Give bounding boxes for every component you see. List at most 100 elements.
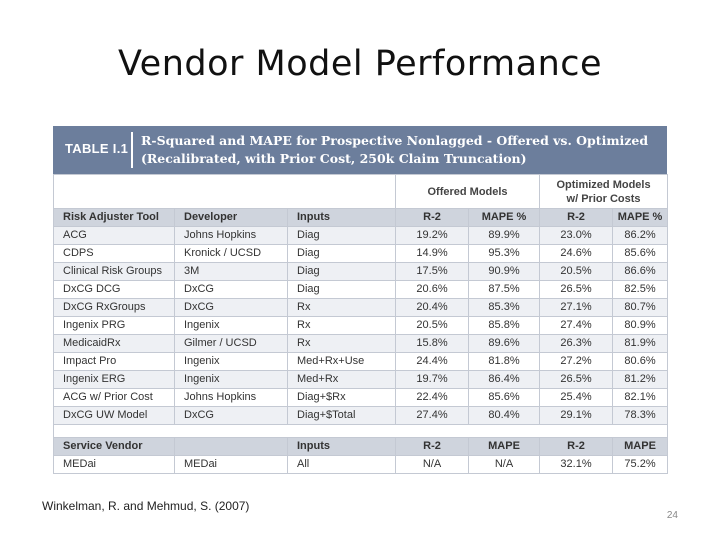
table-cell: 80.6% <box>612 352 669 371</box>
table-cell: 87.5% <box>468 280 541 299</box>
table-cell: 80.9% <box>612 316 669 335</box>
table-cell: 81.2% <box>612 370 669 389</box>
table-row: Clinical Risk Groups 3M Diag 17.5% 90.9% 20.5… <box>53 262 669 281</box>
table-cell: 19.7% <box>395 370 470 389</box>
table-cell: 86.4% <box>468 370 541 389</box>
table-cell: 82.5% <box>612 280 669 299</box>
table-cell: Diag <box>286 262 397 281</box>
table-cell: Kronick / UCSD <box>174 244 288 263</box>
group-offered-models: Offered Models <box>395 174 541 209</box>
table-cell: R-2 <box>395 437 470 456</box>
table-cell: Diag <box>286 226 397 245</box>
table-cell: 25.4% <box>539 388 614 407</box>
table-cell: DxCG <box>174 406 288 425</box>
citation: Winkelman, R. and Mehmud, S. (2007) <box>42 499 250 513</box>
group-optimized-models: Optimized Models w/ Prior Costs <box>539 174 669 209</box>
table-cell: Ingenix ERG <box>53 370 175 389</box>
table-row: CDPS Kronick / UCSD Diag 14.9% 95.3% 24.6% 85.… <box>53 244 669 263</box>
table-cell: Ingenix <box>174 316 288 335</box>
table-cell: 82.1% <box>612 388 669 407</box>
group-blank-cell <box>52 174 397 209</box>
table-cell: Inputs <box>286 208 397 227</box>
table-tag: TABLE I.1 <box>65 141 129 156</box>
table-cell: DxCG DCG <box>53 280 175 299</box>
table-row: MedicaidRx Gilmer / UCSD Rx 15.8% 89.6% 26.3%… <box>53 334 669 353</box>
table-cell: N/A <box>468 455 541 474</box>
table-cell: 86.2% <box>612 226 669 245</box>
table-caption: R-Squared and MAPE for Prospective Nonla… <box>141 132 661 168</box>
table-cell: Diag <box>286 280 397 299</box>
table-cell: N/A <box>395 455 470 474</box>
table-cell: MAPE <box>468 437 541 456</box>
table-cell <box>174 437 288 456</box>
table-cell: 24.6% <box>539 244 614 263</box>
table-cell: 22.4% <box>395 388 470 407</box>
table-cell: 20.5% <box>539 262 614 281</box>
table-cell: 27.1% <box>539 298 614 317</box>
table-cell: Diag <box>286 244 397 263</box>
table-cell: Gilmer / UCSD <box>174 334 288 353</box>
table-cell: Johns Hopkins <box>174 226 288 245</box>
column-header-row: Risk Adjuster Tool Developer Inputs R-2 MAPE… <box>53 208 669 227</box>
table-cell: 27.2% <box>539 352 614 371</box>
table-cell: MAPE % <box>612 208 669 227</box>
table-row: DxCG RxGroups DxCG Rx 20.4% 85.3% 27.1% 80.7% <box>53 298 669 317</box>
table-cell: 80.7% <box>612 298 669 317</box>
table-cell: 85.3% <box>468 298 541 317</box>
table-cell: Clinical Risk Groups <box>53 262 175 281</box>
table-cell: 86.6% <box>612 262 669 281</box>
table-cell: 27.4% <box>539 316 614 335</box>
table-cell: 32.1% <box>539 455 614 474</box>
table-cell: DxCG UW Model <box>53 406 175 425</box>
table-cell: CDPS <box>53 244 175 263</box>
table-cell: 89.9% <box>468 226 541 245</box>
table-cell: Rx <box>286 334 397 353</box>
performance-table: TABLE I.1 R-Squared and MAPE for Prospec… <box>52 126 669 483</box>
table-row: ACG Johns Hopkins Diag 19.2% 89.9% 23.0% 86.2% <box>53 226 669 245</box>
table-cell: 23.0% <box>539 226 614 245</box>
table-cell: 20.4% <box>395 298 470 317</box>
table-cell: 19.2% <box>395 226 470 245</box>
table-cell: 95.3% <box>468 244 541 263</box>
table-cell: Impact Pro <box>53 352 175 371</box>
table-cell: 15.8% <box>395 334 470 353</box>
table-cell: Rx <box>286 316 397 335</box>
table-cell: 26.5% <box>539 280 614 299</box>
table-row: Impact Pro Ingenix Med+Rx+Use 24.4% 81.8% 27.… <box>53 352 669 371</box>
table-cell: Inputs <box>286 437 397 456</box>
table-cell: 27.4% <box>395 406 470 425</box>
table-cell: R-2 <box>395 208 470 227</box>
table-cell: MAPE % <box>468 208 541 227</box>
table-cell: 85.6% <box>612 244 669 263</box>
table-cell: 3M <box>174 262 288 281</box>
table-cell: DxCG <box>174 298 288 317</box>
group-optimized-line-2: w/ Prior Costs <box>566 192 641 205</box>
table-cell: 85.8% <box>468 316 541 335</box>
table-cell: ACG <box>53 226 175 245</box>
table-cell: Ingenix PRG <box>53 316 175 335</box>
table-cell: 17.5% <box>395 262 470 281</box>
table-cell: Diag+$Total <box>286 406 397 425</box>
table-cell: 89.6% <box>468 334 541 353</box>
table-cell: 24.4% <box>395 352 470 371</box>
table-cell: Diag+$Rx <box>286 388 397 407</box>
table-cell: Service Vendor <box>53 437 175 456</box>
table-cell: 14.9% <box>395 244 470 263</box>
table-cell: All <box>286 455 397 474</box>
table-cell: Risk Adjuster Tool <box>53 208 175 227</box>
table-cell: MedicaidRx <box>53 334 175 353</box>
table-row: Ingenix PRG Ingenix Rx 20.5% 85.8% 27.4% 80.9% <box>53 316 669 335</box>
table-cell: 90.9% <box>468 262 541 281</box>
table-cell: Med+Rx+Use <box>286 352 397 371</box>
spacer-cell <box>52 424 669 438</box>
spacer-row <box>52 424 669 438</box>
group-optimized-line-1: Optimized Models <box>556 178 651 191</box>
table-cell: Rx <box>286 298 397 317</box>
data-table: Offered Models Optimized Models w/ Prior… <box>52 174 669 474</box>
table-cell: 80.4% <box>468 406 541 425</box>
table-banner: TABLE I.1 R-Squared and MAPE for Prospec… <box>53 126 667 174</box>
table-cell: 20.6% <box>395 280 470 299</box>
table-cell: 26.3% <box>539 334 614 353</box>
table-cell: MAPE <box>612 437 669 456</box>
table-row: DxCG UW Model DxCG Diag+$Total 27.4% 80.4% 29… <box>53 406 669 425</box>
